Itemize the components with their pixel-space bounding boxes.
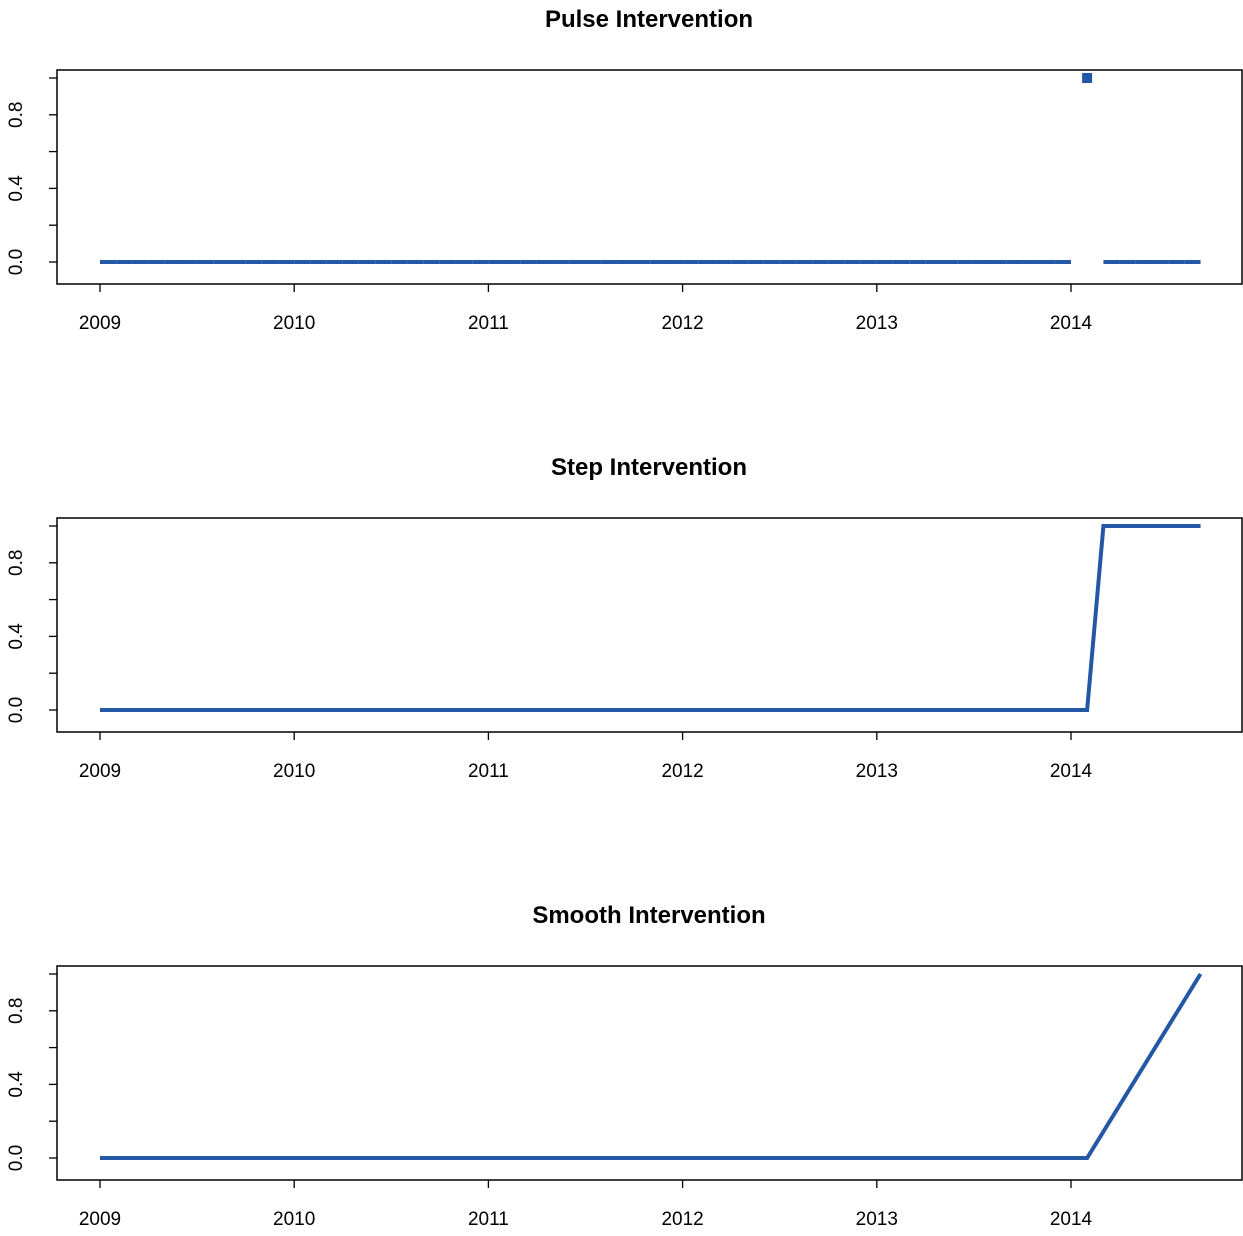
data-point [1082,73,1093,83]
x-tick-label: 2009 [79,761,121,782]
x-tick-label: 2012 [661,1209,703,1230]
x-tick-label: 2011 [468,1209,509,1230]
plot-frame [56,517,1243,733]
panel-1: Pulse Intervention 2009 2010 2011 2012 2013 20… [6,6,1243,334]
y-tick-label: 0.0 [6,249,27,275]
chart-title: Step Intervention [551,454,747,481]
y-tick-label: 0.4 [6,1071,27,1098]
y-tick-label: 0.0 [6,1145,27,1171]
x-tick-label: 2011 [468,313,509,334]
x-tick-label: 2009 [79,313,121,334]
x-tick-label: 2009 [79,1209,121,1230]
x-tick-label: 2010 [273,761,315,782]
series-line [100,524,1201,712]
y-tick-label: 0.8 [6,550,27,576]
plot-frame [56,69,1243,285]
x-tick-label: 2013 [856,1209,898,1230]
panel-3: Smooth Intervention 2009 2010 2011 2012 2013 2… [6,902,1243,1230]
y-tick-label: 0.0 [6,697,27,723]
x-tick-label: 2010 [273,313,315,334]
x-tick-label: 2014 [1050,313,1093,334]
x-tick-label: 2013 [856,313,898,334]
x-tick-label: 2014 [1050,1209,1093,1230]
chart-title: Pulse Intervention [545,6,753,33]
chart-title: Smooth Intervention [532,902,765,929]
y-tick-label: 0.8 [6,102,27,128]
y-tick-label: 0.8 [6,998,27,1024]
y-tick-label: 0.4 [6,623,27,650]
x-tick-label: 2012 [661,761,703,782]
plot-frame [56,965,1243,1181]
series-line [100,972,1203,1160]
x-tick-label: 2010 [273,1209,315,1230]
y-tick-label: 0.4 [6,175,27,202]
x-tick-label: 2012 [661,313,703,334]
x-tick-label: 2011 [468,761,509,782]
x-tick-label: 2013 [856,761,898,782]
panel-2: Step Intervention 2009 2010 2011 2012 2013 201… [6,454,1243,782]
x-tick-label: 2014 [1050,761,1093,782]
